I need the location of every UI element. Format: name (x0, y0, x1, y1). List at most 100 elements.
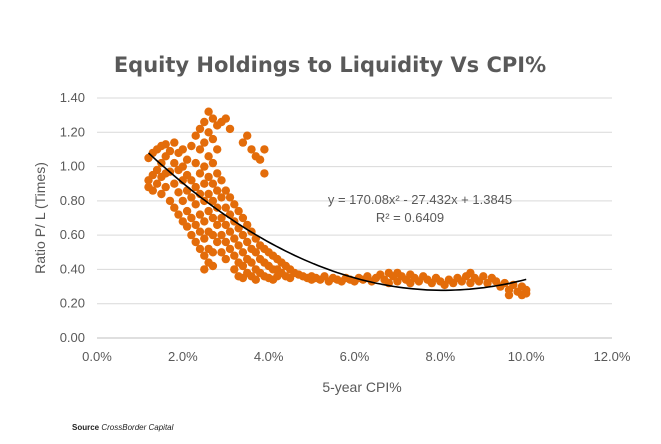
x-tick-label: 12.0% (594, 349, 631, 364)
data-point (187, 193, 196, 202)
data-point (157, 189, 166, 199)
data-point (187, 141, 196, 151)
data-point (208, 230, 218, 240)
data-point (479, 272, 488, 281)
data-point (255, 155, 265, 164)
data-point (152, 165, 162, 175)
data-point (204, 206, 213, 216)
data-point (243, 237, 252, 247)
data-point (247, 258, 256, 267)
data-point (200, 179, 209, 188)
x-tick-label: 4.0% (254, 349, 284, 364)
data-point (225, 244, 235, 254)
data-point (204, 189, 213, 199)
trendline-equation: y = 170.08x² - 27.432x + 1.3845 (328, 192, 512, 207)
data-point (178, 196, 187, 206)
x-tick-label: 0.0% (82, 349, 112, 364)
data-point (234, 241, 243, 250)
chart-title: Equity Holdings to Liquidity Vs CPI% (114, 53, 546, 77)
y-tick-label: 0.00 (60, 330, 85, 345)
data-point (165, 146, 175, 156)
x-tick-label: 10.0% (508, 349, 545, 364)
data-point (191, 131, 200, 140)
data-point (247, 145, 256, 154)
data-point (221, 237, 230, 247)
y-axis-ticks: 0.00 0.20 0.40 0.60 0.80 1.00 1.20 1.40 (60, 90, 85, 345)
data-point (238, 261, 248, 271)
data-point (230, 200, 239, 209)
data-point (208, 179, 218, 188)
data-point (213, 237, 222, 247)
data-point (208, 248, 218, 257)
x-tick-label: 8.0% (426, 349, 456, 364)
data-point (191, 220, 200, 230)
data-point (182, 206, 192, 216)
data-point (213, 169, 222, 178)
data-point (200, 234, 209, 243)
source-label: Source (72, 423, 100, 432)
trendline-r-squared: R² = 0.6409 (376, 210, 444, 225)
data-point (195, 210, 205, 219)
source-note: Source CrossBorder Capital (72, 423, 173, 432)
data-point (221, 203, 230, 212)
data-point (260, 169, 269, 178)
data-point (234, 206, 243, 216)
y-tick-label: 0.20 (60, 296, 85, 311)
data-point (208, 134, 218, 144)
data-point (213, 203, 222, 212)
y-tick-label: 0.60 (60, 227, 85, 242)
y-tick-label: 1.20 (60, 124, 85, 139)
data-point (260, 145, 269, 154)
data-point (221, 254, 230, 264)
data-point (191, 237, 200, 247)
data-point (165, 196, 175, 206)
data-point (182, 222, 192, 231)
data-point (195, 244, 205, 254)
data-point (200, 265, 209, 274)
data-point (200, 162, 209, 171)
data-point (191, 158, 200, 168)
data-point (230, 265, 239, 274)
data-point (251, 248, 260, 257)
data-point (195, 169, 205, 178)
data-point (178, 145, 187, 154)
data-point (170, 138, 179, 147)
data-point (200, 138, 209, 147)
data-point (195, 145, 205, 154)
data-point (238, 213, 248, 223)
data-point (243, 220, 252, 230)
data-point (148, 186, 157, 195)
x-tick-label: 2.0% (168, 349, 198, 364)
data-point (238, 248, 248, 257)
data-point (195, 227, 205, 236)
data-point (208, 196, 218, 206)
source-name: CrossBorder Capital (101, 423, 174, 432)
data-point (204, 107, 213, 116)
data-point (174, 210, 183, 219)
data-point (204, 152, 213, 161)
data-point (187, 230, 196, 240)
data-point (191, 182, 200, 192)
data-point (221, 114, 230, 123)
data-point (221, 220, 230, 230)
data-point (213, 220, 222, 230)
data-point (251, 275, 260, 284)
data-point (217, 193, 226, 202)
y-tick-label: 0.40 (60, 261, 85, 276)
data-point (191, 200, 200, 209)
data-point (200, 217, 209, 226)
data-point (517, 290, 527, 300)
data-point (187, 213, 196, 223)
y-axis-label: Ratio P/ L (Times) (32, 162, 48, 274)
data-point (225, 193, 235, 202)
data-point (230, 234, 239, 243)
data-point (204, 128, 213, 137)
data-point (217, 230, 226, 240)
data-point (504, 290, 514, 300)
data-point (208, 114, 218, 123)
data-point (221, 186, 230, 195)
trendline (147, 152, 527, 292)
data-point (178, 162, 187, 171)
y-tick-label: 1.40 (60, 90, 85, 105)
